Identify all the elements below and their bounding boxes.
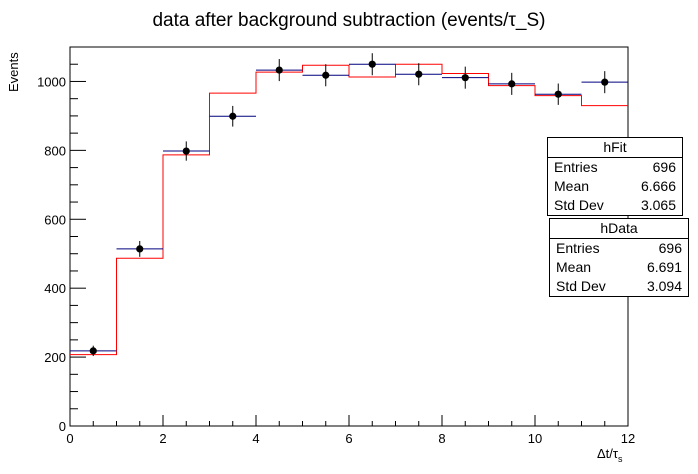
data-point-group [209,105,256,127]
fit-mean-label: Mean [554,178,590,194]
data-entries-label: Entries [556,240,600,256]
data-point-group [349,53,396,76]
data-point [601,78,609,86]
data-mean-value: 6.691 [646,259,682,275]
x-axis-label-subscript: s [618,454,623,464]
fit-step-line [70,63,628,356]
x-tick-label: 10 [528,431,542,446]
x-tick-label: 0 [66,431,73,446]
x-tick-label: 4 [252,431,259,446]
y-tick-label: 600 [44,212,66,227]
data-stats-stddev-row: Std Dev 3.094 [550,277,688,296]
y-axis-label: Events [6,52,21,92]
data-point-group [163,141,210,161]
data-entries-value: 696 [658,240,682,256]
data-stats-title: hData [550,219,688,239]
x-tick-label: 8 [438,431,445,446]
data-stddev-label: Std Dev [556,278,606,294]
y-tick-label: 400 [44,281,66,296]
axis-ticks [69,46,629,427]
data-point [275,66,283,74]
fit-stats-stddev-row: Std Dev 3.065 [548,196,682,215]
fit-stats-mean-row: Mean 6.666 [548,177,682,196]
data-point [229,112,237,120]
x-tick-label: 12 [621,431,635,446]
data-point-group [116,240,163,257]
y-tick-labels: 0 200 400 600 800 1000 [37,74,66,434]
x-axis-label-main: Δt/τ [597,446,619,461]
fit-entries-value: 696 [652,159,676,175]
data-point-group [302,64,349,87]
fit-stddev-value: 3.065 [640,197,676,213]
fit-stats-box: hFit Entries 696 Mean 6.666 Std Dev 3.06… [547,137,683,216]
data-point-group [535,83,582,105]
data-point-group [395,63,442,86]
x-tick-labels: 0 2 4 6 8 10 12 [66,431,635,446]
y-tick-label: 800 [44,143,66,158]
data-point-group [488,72,535,95]
data-point [89,347,97,355]
data-point [554,90,562,98]
fit-stddev-label: Std Dev [554,197,604,213]
data-point [368,60,376,68]
data-point [508,80,516,88]
data-point [182,147,190,155]
y-tick-label: 200 [44,350,66,365]
data-point [415,70,423,78]
fit-mean-value: 6.666 [640,178,676,194]
data-point-group [581,71,628,94]
data-stats-mean-row: Mean 6.691 [550,258,688,277]
fit-entries-label: Entries [554,159,598,175]
data-stats-entries-row: Entries 696 [550,239,688,258]
fit-stats-title: hFit [548,138,682,158]
y-tick-label: 1000 [37,74,66,89]
data-point [136,245,144,253]
data-point-group [442,66,489,89]
data-point [461,74,469,82]
data-stats-box: hData Entries 696 Mean 6.691 Std Dev 3.0… [549,218,689,297]
data-point-series [70,53,628,357]
data-point-group [70,345,117,357]
data-point-group [256,59,303,82]
x-tick-label: 6 [345,431,352,446]
fit-stats-entries-row: Entries 696 [548,158,682,177]
x-axis-label: Δt/τs [597,446,623,464]
data-stddev-value: 3.094 [646,278,682,294]
y-tick-label: 0 [59,419,66,434]
data-point [322,71,330,79]
plot-frame [69,46,629,427]
data-mean-label: Mean [556,259,592,275]
chart-title: data after background subtraction (event… [152,10,545,31]
fit-step-series [70,63,628,356]
x-tick-label: 2 [159,431,166,446]
